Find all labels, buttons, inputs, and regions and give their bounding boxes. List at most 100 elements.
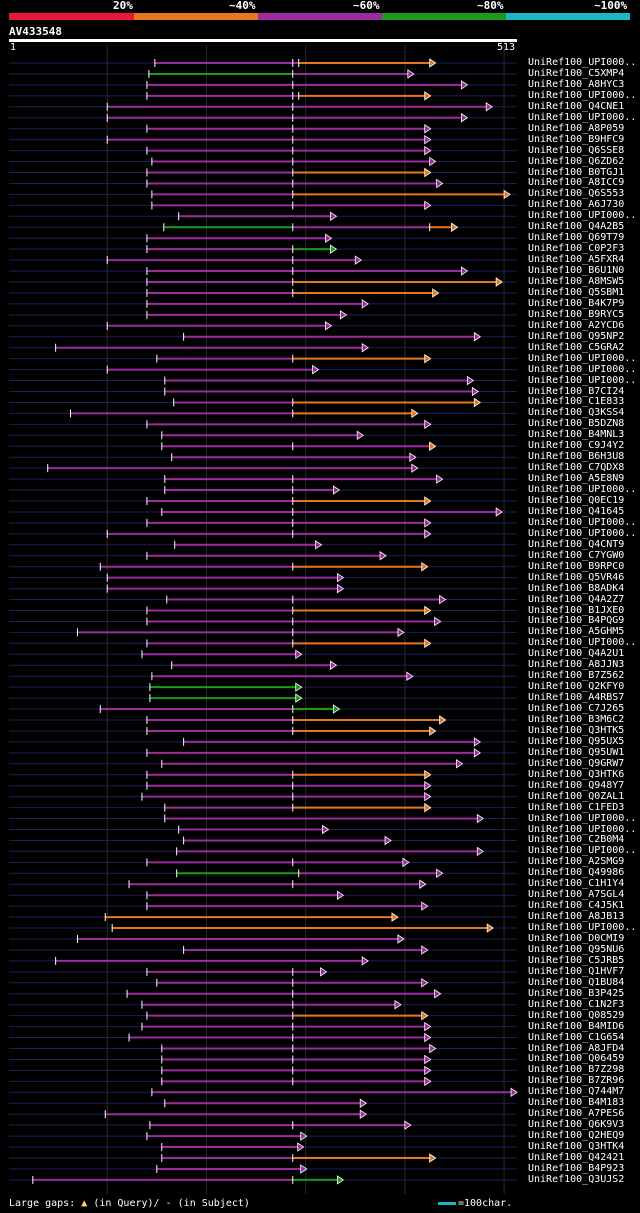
hit-name[interactable]: UniRef100_C1N2F3 (528, 998, 625, 1010)
hit-name[interactable]: UniRef100_Q3HTK6 (528, 768, 625, 780)
hit-name[interactable]: UniRef100_A2YCD6 (528, 319, 625, 331)
hit-name[interactable]: UniRef100_A8MSW5 (528, 276, 625, 287)
hit-name[interactable]: UniRef100_UPI000.. (528, 527, 637, 539)
hit-name[interactable]: UniRef100_B5DZN8 (528, 418, 625, 430)
hit-name[interactable]: UniRef100_B3P425 (528, 987, 625, 999)
hit-name[interactable]: UniRef100_C9J4Y2 (528, 440, 625, 452)
hit-name[interactable]: UniRef100_Q948Y7 (528, 779, 625, 791)
hit-name[interactable]: UniRef100_C7QDX8 (528, 462, 625, 474)
hit-name[interactable]: UniRef100_C5GRA2 (528, 341, 625, 353)
hit-name[interactable]: UniRef100_B7CI24 (528, 385, 625, 397)
hit-name[interactable]: UniRef100_Q3HTK4 (528, 1141, 625, 1153)
hit-name[interactable]: UniRef100_A8JFD4 (528, 1042, 625, 1054)
hit-name[interactable]: UniRef100_D0CMI9 (528, 933, 625, 944)
hit-name[interactable]: UniRef100_Q4A2U1 (528, 648, 625, 660)
hit-name[interactable]: UniRef100_C1H1Y4 (528, 878, 625, 890)
hit-name[interactable]: UniRef100_Q9GRW7 (528, 757, 625, 769)
hit-name[interactable]: UniRef100_UPI000.. (528, 637, 637, 649)
hit-name[interactable]: UniRef100_B4P923 (528, 1162, 625, 1174)
hit-name[interactable]: UniRef100_UPI000.. (528, 823, 637, 835)
hit-name[interactable]: UniRef100_Q6K9V3 (528, 1119, 625, 1131)
hit-name[interactable]: UniRef100_UPI000.. (528, 516, 637, 528)
hit-name[interactable]: UniRef100_Q2KFY0 (528, 681, 625, 693)
hit-name[interactable]: UniRef100_B8ADK4 (528, 582, 625, 594)
hit-name[interactable]: UniRef100_A6J730 (528, 199, 625, 211)
hit-name[interactable]: UniRef100_A5GHM5 (528, 626, 625, 638)
hit-name[interactable]: UniRef100_A5E8N9 (528, 473, 625, 485)
hit-name[interactable]: UniRef100_UPI000.. (528, 210, 637, 222)
hit-name[interactable]: UniRef100_B9HFC9 (528, 133, 625, 145)
hit-name[interactable]: UniRef100_A8P059 (528, 122, 625, 134)
hit-name[interactable]: UniRef100_Q69T79 (528, 232, 625, 244)
hit-name[interactable]: UniRef100_C0P2F3 (528, 243, 625, 255)
hit-name[interactable]: UniRef100_Q6SSE8 (528, 144, 625, 156)
hit-name[interactable]: UniRef100_B7Z298 (528, 1064, 625, 1076)
hit-name[interactable]: UniRef100_Q95UW1 (528, 746, 625, 758)
hit-name[interactable]: UniRef100_UPI000.. (528, 845, 637, 857)
hit-name[interactable]: UniRef100_Q3UJS2 (528, 1173, 625, 1185)
hit-name[interactable]: UniRef100_Q0ZAL1 (528, 790, 625, 802)
hit-name[interactable]: UniRef100_B7Z562 (528, 670, 625, 682)
hit-name[interactable]: UniRef100_Q744M7 (528, 1086, 625, 1098)
hit-name[interactable]: UniRef100_Q3HTK5 (528, 724, 625, 736)
hit-name[interactable]: UniRef100_Q06459 (528, 1053, 625, 1065)
hit-name[interactable]: UniRef100_Q0EC19 (528, 495, 625, 506)
hit-name[interactable]: UniRef100_UPI000.. (528, 352, 637, 364)
hit-name[interactable]: UniRef100_Q95NP2 (528, 330, 625, 342)
hit-name[interactable]: UniRef100_UPI000.. (528, 374, 637, 386)
hit-name[interactable]: UniRef100_C1E833 (528, 396, 625, 408)
hit-name[interactable]: UniRef100_Q1HVF7 (528, 965, 625, 977)
hit-name[interactable]: UniRef100_B9RPC0 (528, 560, 625, 572)
hit-name[interactable]: UniRef100_A2SMG9 (528, 856, 625, 868)
hit-name[interactable]: UniRef100_Q4A2B5 (528, 221, 625, 233)
hit-name[interactable]: UniRef100_A4RBS7 (528, 692, 625, 704)
hit-name[interactable]: UniRef100_Q1BU84 (528, 976, 625, 988)
hit-name[interactable]: UniRef100_B4K7P9 (528, 297, 625, 309)
hit-name[interactable]: UniRef100_Q6S553 (528, 188, 625, 200)
hit-name[interactable]: UniRef100_A8JB13 (528, 911, 625, 923)
hit-name[interactable]: UniRef100_Q95UX5 (528, 735, 625, 747)
hit-name[interactable]: UniRef100_UPI000.. (528, 89, 637, 101)
hit-name[interactable]: UniRef100_C5JRB5 (528, 954, 625, 966)
hit-name[interactable]: UniRef100_Q6ZD62 (528, 155, 625, 167)
hit-name[interactable]: UniRef100_Q4CNT9 (528, 538, 625, 550)
hit-name[interactable]: UniRef100_Q5SBM1 (528, 286, 625, 298)
hit-name[interactable]: UniRef100_UPI000.. (528, 363, 637, 375)
hit-name[interactable]: UniRef100_B3M6C2 (528, 714, 625, 725)
hit-name[interactable]: UniRef100_B1JXE0 (528, 604, 625, 616)
hit-name[interactable]: UniRef100_C1FED3 (528, 801, 625, 813)
hit-name[interactable]: UniRef100_B7ZR96 (528, 1075, 625, 1087)
hit-name[interactable]: UniRef100_C1G654 (528, 1031, 625, 1043)
hit-name[interactable]: UniRef100_Q4CNE1 (528, 100, 625, 112)
hit-name[interactable]: UniRef100_C7J265 (528, 703, 625, 715)
hit-name[interactable]: UniRef100_Q42421 (528, 1152, 625, 1163)
hit-name[interactable]: UniRef100_B6U1N0 (528, 265, 625, 277)
hit-name[interactable]: UniRef100_A7SGL4 (528, 889, 625, 901)
hit-name[interactable]: UniRef100_Q49986 (528, 867, 625, 879)
hit-name[interactable]: UniRef100_B9RYC5 (528, 308, 625, 320)
hit-name[interactable]: UniRef100_B4M183 (528, 1097, 625, 1109)
hit-name[interactable]: UniRef100_Q95NU6 (528, 943, 625, 955)
hit-name[interactable]: UniRef100_UPI000.. (528, 812, 637, 824)
hit-name[interactable]: UniRef100_UPI000.. (528, 57, 637, 68)
hit-name[interactable]: UniRef100_A5FXR4 (528, 254, 625, 266)
hit-name[interactable]: UniRef100_B6H3U8 (528, 451, 625, 463)
hit-name[interactable]: UniRef100_Q08529 (528, 1009, 625, 1021)
hit-name[interactable]: UniRef100_A8ICC9 (528, 177, 625, 189)
hit-name[interactable]: UniRef100_B0TGJ1 (528, 166, 625, 178)
hit-name[interactable]: UniRef100_Q5VR46 (528, 571, 625, 583)
hit-name[interactable]: UniRef100_UPI000.. (528, 922, 637, 934)
hit-name[interactable]: UniRef100_B4MNL3 (528, 429, 625, 441)
hit-name[interactable]: UniRef100_Q3KSS4 (528, 407, 625, 419)
hit-name[interactable]: UniRef100_Q2HEQ9 (528, 1130, 625, 1142)
hit-name[interactable]: UniRef100_C7YGW0 (528, 549, 625, 561)
hit-name[interactable]: UniRef100_UPI000.. (528, 111, 637, 123)
hit-name[interactable]: UniRef100_Q4A2Z7 (528, 593, 625, 605)
hit-name[interactable]: UniRef100_A7PES6 (528, 1108, 625, 1120)
hit-name[interactable]: UniRef100_C5XMP4 (528, 67, 625, 79)
hit-name[interactable]: UniRef100_C4J5K1 (528, 900, 625, 912)
hit-name[interactable]: UniRef100_B4PQG9 (528, 615, 625, 627)
hit-name[interactable]: UniRef100_A8JJN3 (528, 659, 625, 671)
hit-name[interactable]: UniRef100_Q41645 (528, 505, 625, 517)
hit-name[interactable]: UniRef100_A8HYC3 (528, 78, 625, 90)
